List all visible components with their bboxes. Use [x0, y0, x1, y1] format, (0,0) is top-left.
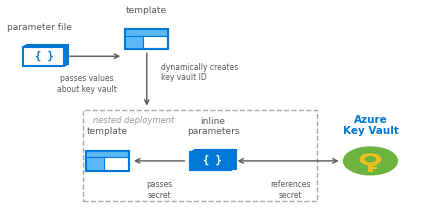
Bar — [86, 151, 129, 171]
Text: dynamically creates
key vault ID: dynamically creates key vault ID — [161, 63, 238, 82]
Bar — [125, 29, 168, 49]
Circle shape — [343, 147, 397, 175]
Text: { }: { } — [203, 155, 222, 165]
Text: Azure
Key Vault: Azure Key Vault — [343, 115, 398, 136]
Bar — [25, 46, 66, 65]
Bar — [27, 45, 68, 64]
Circle shape — [366, 157, 376, 162]
Bar — [86, 151, 129, 157]
Text: { }: { } — [36, 51, 54, 61]
Text: template: template — [87, 127, 128, 136]
Bar — [195, 150, 235, 169]
Bar — [190, 152, 232, 170]
Bar — [373, 167, 377, 169]
Circle shape — [360, 154, 381, 164]
Bar — [86, 158, 104, 171]
Bar — [86, 151, 129, 171]
Bar — [125, 29, 168, 49]
Bar — [23, 47, 64, 66]
Bar — [368, 163, 373, 172]
Bar — [82, 110, 317, 201]
Bar — [125, 36, 143, 49]
Text: parameter file: parameter file — [7, 23, 71, 32]
Bar — [193, 151, 234, 169]
Text: references
secret: references secret — [270, 180, 311, 200]
Text: passes values
about key vault: passes values about key vault — [57, 74, 116, 94]
Text: passes
secret: passes secret — [146, 180, 172, 200]
Bar — [125, 29, 168, 35]
Text: template: template — [126, 6, 167, 15]
Text: nested deployment: nested deployment — [93, 116, 174, 125]
Bar — [373, 164, 377, 166]
Text: inline
parameters: inline parameters — [187, 117, 239, 136]
